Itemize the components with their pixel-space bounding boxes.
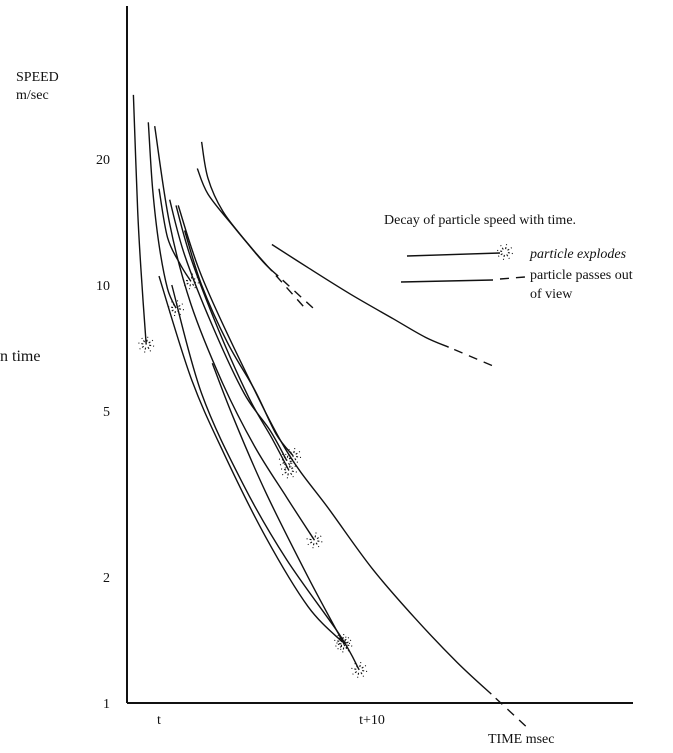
- legend-burst-icon: [497, 244, 513, 260]
- legend-line-passes: [400, 279, 494, 283]
- out-of-view-dash: [495, 697, 529, 729]
- legend-line-explodes: [406, 252, 501, 257]
- explosion-marker: [306, 532, 323, 549]
- y-axis-label-line1: SPEED: [16, 70, 59, 85]
- axes: [126, 6, 633, 704]
- x-tick-label: t+10: [359, 713, 385, 728]
- series-line: [211, 362, 345, 645]
- y-axis-label-line2: m/sec: [16, 88, 49, 103]
- series-line: [196, 168, 273, 272]
- series-12: [158, 275, 351, 650]
- x-tick-labels: t t+10: [157, 713, 385, 728]
- side-text-fragment: n time: [0, 348, 40, 365]
- legend-dash-passes: [499, 276, 526, 280]
- series-line: [158, 275, 343, 643]
- burst-icon: [497, 244, 513, 260]
- series-line: [169, 199, 288, 462]
- out-of-view-dash: [282, 279, 316, 311]
- series-line: [200, 141, 279, 277]
- series-4: [200, 141, 316, 311]
- series-line: [171, 284, 360, 671]
- series-3: [158, 188, 199, 290]
- y-tick-label: 10: [96, 279, 110, 294]
- series-1: [132, 94, 155, 353]
- series-line: [271, 243, 449, 348]
- y-tick-label: 20: [96, 153, 110, 168]
- legend-label-explodes: particle explodes: [529, 247, 627, 262]
- series-5: [196, 168, 306, 309]
- series-line: [183, 230, 294, 457]
- series-line: [154, 125, 316, 541]
- series-line: [177, 205, 492, 695]
- legend-label-passes-line1: particle passes out: [530, 268, 633, 283]
- series-10: [177, 205, 529, 729]
- out-of-view-dash: [453, 348, 495, 368]
- explosion-marker: [336, 636, 353, 653]
- series-line: [132, 94, 147, 345]
- series-line: [158, 188, 192, 282]
- series-2: [147, 122, 185, 317]
- series-6: [154, 125, 323, 549]
- series-8: [175, 205, 297, 479]
- series-group: [132, 94, 529, 729]
- y-tick-label: 1: [103, 697, 110, 712]
- y-tick-labels: 20 10 5 2 1: [96, 153, 110, 712]
- y-tick-label: 2: [103, 571, 110, 586]
- legend: Decay of particle speed with time. parti…: [384, 213, 633, 302]
- legend-title: Decay of particle speed with time.: [384, 213, 576, 228]
- series-11: [271, 243, 495, 368]
- series-14: [171, 284, 368, 678]
- explosion-marker: [138, 336, 155, 353]
- series-13: [211, 362, 353, 653]
- x-tick-label: t: [157, 713, 161, 728]
- x-axis-label: TIME msec: [488, 732, 554, 747]
- series-line: [147, 122, 177, 309]
- explosion-marker: [280, 462, 297, 479]
- out-of-view-dash: [275, 275, 306, 309]
- legend-label-passes-line2: of view: [530, 287, 573, 302]
- series-9: [183, 230, 302, 464]
- explosion-marker: [351, 661, 368, 678]
- y-tick-label: 5: [103, 405, 110, 420]
- series-line: [175, 205, 290, 471]
